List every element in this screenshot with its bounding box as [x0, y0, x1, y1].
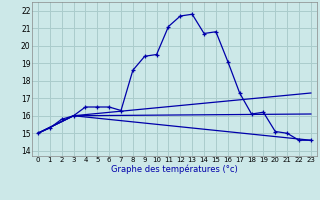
X-axis label: Graphe des températures (°c): Graphe des températures (°c) [111, 165, 238, 174]
